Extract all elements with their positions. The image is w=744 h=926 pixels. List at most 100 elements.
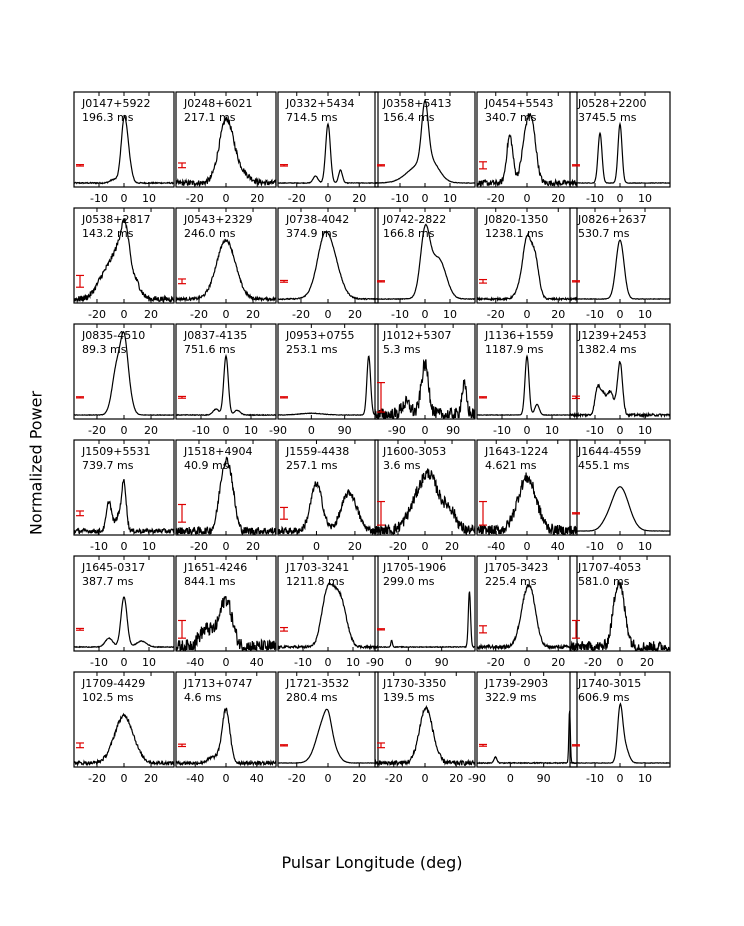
x-tick-label: -40	[186, 656, 204, 669]
x-tick-label: 10	[142, 656, 156, 669]
x-tick-label: -20	[88, 772, 106, 785]
x-tick-label: 10	[142, 540, 156, 553]
pulsar-name: J0953+0755	[285, 329, 354, 342]
x-tick-label: -20	[292, 308, 310, 321]
profile-line	[374, 358, 476, 420]
profile-line	[569, 702, 671, 765]
x-tick-label: 10	[443, 308, 457, 321]
pulsar-period: 257.1 ms	[286, 459, 338, 472]
x-tick-label: 40	[250, 772, 264, 785]
pulsar-period: 606.9 ms	[578, 691, 630, 704]
profile-line	[569, 239, 671, 300]
x-tick-label: 0	[325, 772, 332, 785]
pulsar-period: 166.8 ms	[383, 227, 435, 240]
x-tick-label: 0	[223, 308, 230, 321]
x-tick-label: 0	[524, 424, 531, 437]
profile-line	[175, 707, 277, 767]
profile-line	[476, 113, 578, 187]
x-tick-label: 20	[246, 308, 260, 321]
panel-frame	[277, 439, 379, 536]
x-tick-label: -20	[288, 192, 306, 205]
profile-line	[175, 595, 277, 652]
x-tick-label: 0	[325, 308, 332, 321]
x-tick-label: 0	[325, 192, 332, 205]
x-tick-label: 10	[142, 192, 156, 205]
pulsar-name: J1136+1559	[484, 329, 553, 342]
x-tick-label: 0	[121, 308, 128, 321]
x-tick-label: 0	[617, 424, 624, 437]
pulsar-period: 1382.4 ms	[578, 343, 637, 356]
x-tick-label: -90	[366, 656, 384, 669]
y-axis-label: Normalized Power	[26, 390, 46, 536]
x-tick-label: 0	[422, 540, 429, 553]
profile-line	[374, 468, 476, 536]
pulsar-name: J1703-3241	[285, 561, 349, 574]
x-tick-label: 0	[617, 656, 624, 669]
x-tick-label: 0	[524, 540, 531, 553]
pulsar-period: 217.1 ms	[184, 111, 236, 124]
x-tick-label: 0	[617, 540, 624, 553]
x-tick-label: -90	[388, 424, 406, 437]
x-tick-label: -10	[391, 192, 409, 205]
pulsar-period: 4.6 ms	[184, 691, 222, 704]
profile-line	[476, 583, 578, 651]
x-tick-label: 0	[121, 540, 128, 553]
pulsar-period: 1238.1 ms	[485, 227, 544, 240]
pulsar-name: J1239+2453	[577, 329, 646, 342]
x-tick-label: -20	[186, 192, 204, 205]
x-tick-label: 20	[551, 192, 565, 205]
pulsar-period: 387.7 ms	[82, 575, 134, 588]
pulsar-period: 196.3 ms	[82, 111, 134, 124]
x-tick-label: 20	[250, 192, 264, 205]
pulsar-period: 322.9 ms	[485, 691, 537, 704]
x-tick-label: 0	[121, 656, 128, 669]
profile-line	[175, 353, 277, 417]
x-tick-label: 10	[346, 656, 360, 669]
x-tick-label: -90	[269, 424, 287, 437]
pulsar-period: 143.2 ms	[82, 227, 134, 240]
pulsar-name: J1709-4429	[81, 677, 145, 690]
pulsar-period: 102.5 ms	[82, 691, 134, 704]
pulsar-name: J0820-1350	[484, 213, 548, 226]
x-tick-label: -10	[391, 308, 409, 321]
x-tick-label: 0	[507, 772, 514, 785]
x-tick-label: 0	[223, 656, 230, 669]
pulsar-name: J1730-3350	[382, 677, 446, 690]
x-tick-label: -10	[586, 540, 604, 553]
x-tick-label: 20	[246, 540, 260, 553]
pulsar-name: J0837-4135	[183, 329, 247, 342]
pulsar-period: 714.5 ms	[286, 111, 338, 124]
profile-line	[476, 472, 578, 536]
pulsar-name: J1705-3423	[484, 561, 548, 574]
profile-line	[277, 481, 379, 536]
pulsar-name: J0528+2200	[577, 97, 646, 110]
x-tick-label: 0	[223, 424, 230, 437]
x-axis-label: Pulsar Longitude (deg)	[281, 853, 463, 872]
x-tick-label: 20	[551, 656, 565, 669]
pulsar-name: J0358+5413	[382, 97, 451, 110]
pulsar-name: J1739-2903	[484, 677, 548, 690]
pulsar-period: 844.1 ms	[184, 575, 236, 588]
profile-line	[569, 580, 671, 653]
x-tick-label: 20	[144, 308, 158, 321]
profile-line	[476, 232, 578, 302]
pulsar-period: 5.3 ms	[383, 343, 421, 356]
